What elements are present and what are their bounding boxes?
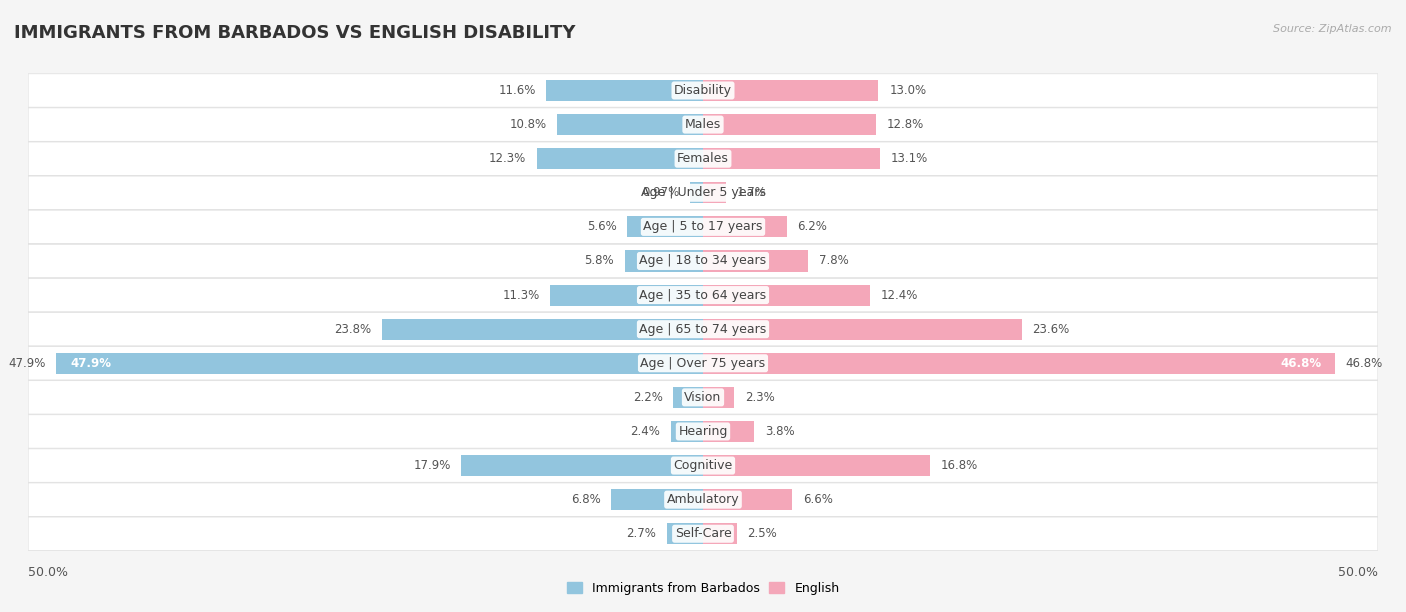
Text: 13.1%: 13.1%	[890, 152, 928, 165]
Bar	[382, 319, 703, 340]
Text: 10.8%: 10.8%	[509, 118, 547, 131]
Bar	[624, 250, 703, 272]
FancyBboxPatch shape	[28, 517, 1378, 550]
Bar	[537, 148, 703, 170]
Text: Age | 18 to 34 years: Age | 18 to 34 years	[640, 255, 766, 267]
Bar	[612, 489, 703, 510]
Text: Hearing: Hearing	[678, 425, 728, 438]
Text: 5.6%: 5.6%	[586, 220, 617, 233]
Text: Source: ZipAtlas.com: Source: ZipAtlas.com	[1274, 24, 1392, 34]
Text: 2.5%: 2.5%	[748, 528, 778, 540]
Bar	[627, 216, 703, 237]
Text: Disability: Disability	[673, 84, 733, 97]
Text: Ambulatory: Ambulatory	[666, 493, 740, 506]
FancyBboxPatch shape	[28, 483, 1378, 517]
Bar	[703, 182, 725, 203]
Bar	[56, 353, 703, 374]
FancyBboxPatch shape	[28, 313, 1378, 346]
Bar	[690, 182, 703, 203]
Legend: Immigrants from Barbados, English: Immigrants from Barbados, English	[561, 577, 845, 600]
Text: 12.8%: 12.8%	[887, 118, 924, 131]
Bar	[703, 80, 879, 101]
Bar	[703, 319, 1022, 340]
Text: 47.9%: 47.9%	[70, 357, 111, 370]
Bar	[703, 285, 870, 305]
Text: 5.8%: 5.8%	[585, 255, 614, 267]
Text: 12.3%: 12.3%	[489, 152, 526, 165]
FancyBboxPatch shape	[28, 278, 1378, 312]
Text: 50.0%: 50.0%	[1339, 565, 1378, 579]
Text: 6.6%: 6.6%	[803, 493, 832, 506]
Text: 6.8%: 6.8%	[571, 493, 600, 506]
Text: 23.8%: 23.8%	[333, 323, 371, 335]
Text: Vision: Vision	[685, 391, 721, 404]
Text: 16.8%: 16.8%	[941, 459, 977, 472]
FancyBboxPatch shape	[28, 176, 1378, 209]
Text: 46.8%: 46.8%	[1346, 357, 1382, 370]
Text: 3.8%: 3.8%	[765, 425, 794, 438]
Text: Females: Females	[678, 152, 728, 165]
Bar	[703, 421, 754, 442]
Text: 1.7%: 1.7%	[737, 186, 766, 200]
Bar	[703, 353, 1334, 374]
Text: IMMIGRANTS FROM BARBADOS VS ENGLISH DISABILITY: IMMIGRANTS FROM BARBADOS VS ENGLISH DISA…	[14, 24, 575, 42]
Text: 11.6%: 11.6%	[498, 84, 536, 97]
Text: 47.9%: 47.9%	[8, 357, 45, 370]
Text: 2.2%: 2.2%	[633, 391, 662, 404]
Text: 0.97%: 0.97%	[643, 186, 679, 200]
FancyBboxPatch shape	[28, 142, 1378, 176]
FancyBboxPatch shape	[28, 244, 1378, 278]
FancyBboxPatch shape	[28, 381, 1378, 414]
Bar	[703, 387, 734, 408]
Text: 2.7%: 2.7%	[626, 528, 655, 540]
Text: 46.8%: 46.8%	[1279, 357, 1322, 370]
FancyBboxPatch shape	[28, 449, 1378, 482]
Text: Age | 65 to 74 years: Age | 65 to 74 years	[640, 323, 766, 335]
FancyBboxPatch shape	[28, 346, 1378, 380]
Text: Age | 35 to 64 years: Age | 35 to 64 years	[640, 289, 766, 302]
Bar	[703, 250, 808, 272]
Bar	[557, 114, 703, 135]
Bar	[671, 421, 703, 442]
Bar	[703, 216, 787, 237]
Text: 50.0%: 50.0%	[28, 565, 67, 579]
Bar	[703, 114, 876, 135]
Bar	[551, 285, 703, 305]
Text: 17.9%: 17.9%	[413, 459, 450, 472]
Text: 7.8%: 7.8%	[820, 255, 849, 267]
Text: 11.3%: 11.3%	[502, 289, 540, 302]
Text: Cognitive: Cognitive	[673, 459, 733, 472]
Bar	[703, 455, 929, 476]
Text: 13.0%: 13.0%	[889, 84, 927, 97]
Text: 12.4%: 12.4%	[882, 289, 918, 302]
Text: Self-Care: Self-Care	[675, 528, 731, 540]
Bar	[547, 80, 703, 101]
Bar	[703, 148, 880, 170]
Text: Males: Males	[685, 118, 721, 131]
Text: 2.4%: 2.4%	[630, 425, 659, 438]
Bar	[666, 523, 703, 544]
Text: Age | Over 75 years: Age | Over 75 years	[641, 357, 765, 370]
Text: 6.2%: 6.2%	[797, 220, 827, 233]
Bar	[673, 387, 703, 408]
Bar	[461, 455, 703, 476]
FancyBboxPatch shape	[28, 210, 1378, 244]
Bar	[703, 523, 737, 544]
FancyBboxPatch shape	[28, 108, 1378, 141]
Text: Age | 5 to 17 years: Age | 5 to 17 years	[644, 220, 762, 233]
Text: 23.6%: 23.6%	[1032, 323, 1070, 335]
FancyBboxPatch shape	[28, 415, 1378, 448]
Text: Age | Under 5 years: Age | Under 5 years	[641, 186, 765, 200]
Bar	[703, 489, 792, 510]
Text: 2.3%: 2.3%	[745, 391, 775, 404]
FancyBboxPatch shape	[28, 74, 1378, 107]
